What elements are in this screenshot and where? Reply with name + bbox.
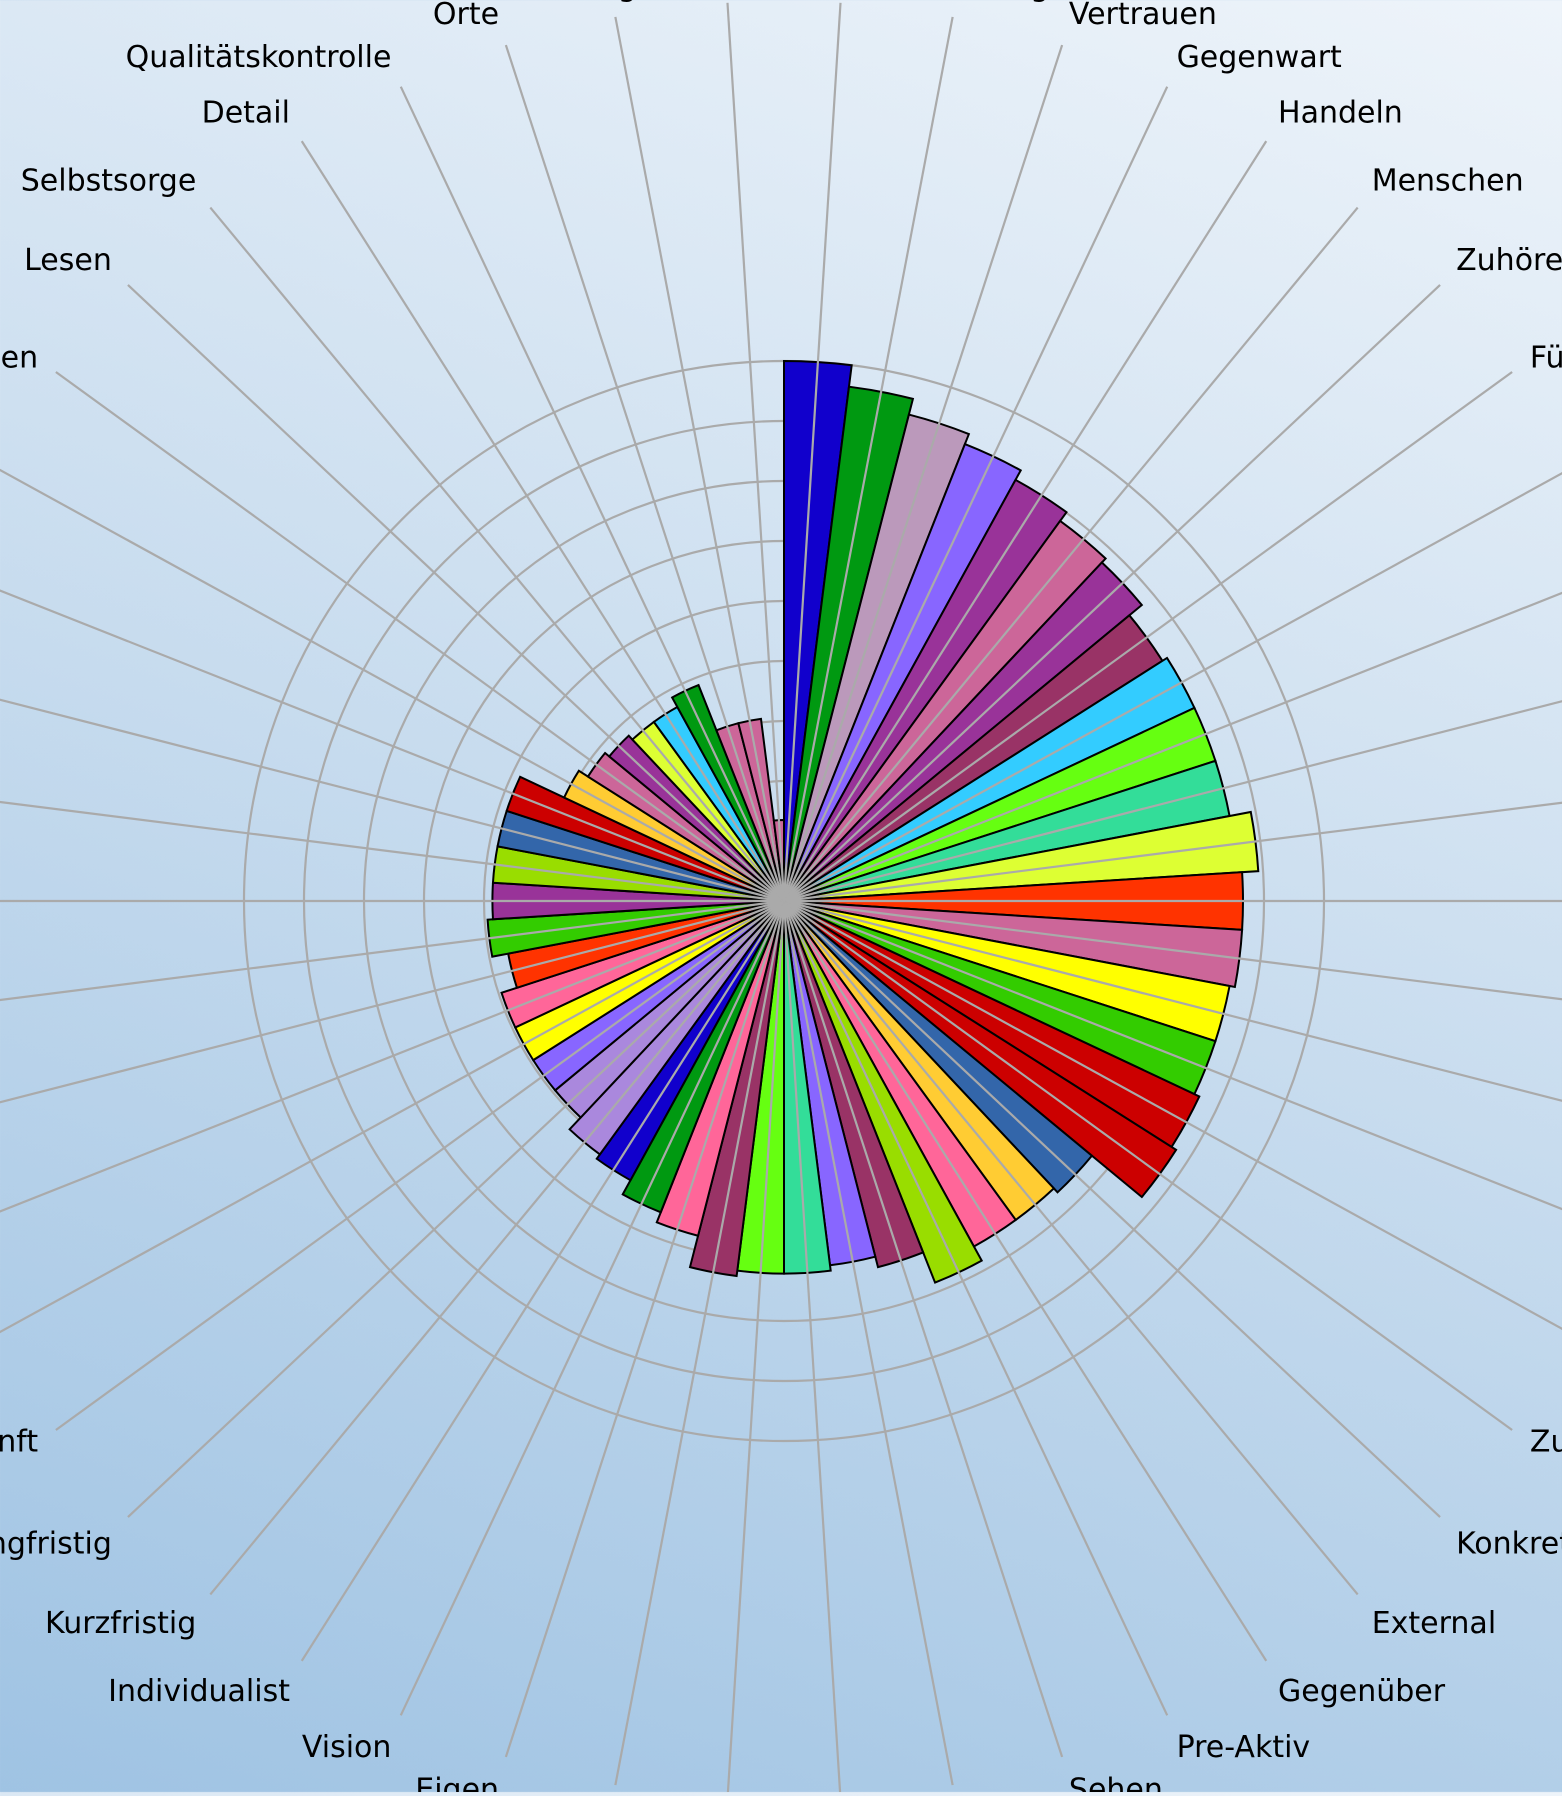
category-label: Sehen <box>1069 1772 1163 1792</box>
category-label: Realisierung <box>864 0 1049 3</box>
category-spoke <box>783 900 1359 1596</box>
category-spoke <box>0 468 785 902</box>
category-spoke <box>55 900 785 1431</box>
category-spoke <box>0 899 785 1104</box>
category-spoke <box>782 16 954 902</box>
category-spoke <box>783 801 1562 903</box>
category-spoke <box>0 800 785 903</box>
category-spoke <box>783 700 1562 903</box>
category-spoke <box>209 900 785 1596</box>
category-label: Handeln <box>1278 96 1403 131</box>
category-spoke <box>783 140 1268 902</box>
category-spoke <box>209 206 785 902</box>
category-label: Fühlen <box>1530 341 1562 376</box>
category-label: Zukunft <box>0 1424 38 1459</box>
category-spoke <box>0 589 785 903</box>
category-spoke <box>399 86 785 902</box>
category-spoke <box>726 900 786 1796</box>
category-label: Gegenüber <box>1278 1674 1446 1709</box>
category-spoke <box>0 899 785 1213</box>
category-spoke <box>782 900 954 1786</box>
bars-layer <box>486 359 1260 1284</box>
category-spoke <box>783 900 1169 1716</box>
category-spoke <box>127 900 785 1518</box>
category-label: Zuneigung <box>1530 1424 1562 1459</box>
category-spoke <box>0 899 785 1002</box>
category-spoke <box>300 140 785 902</box>
category-spoke <box>127 284 785 902</box>
category-label: Vision <box>302 1730 392 1765</box>
category-spoke <box>783 284 1441 902</box>
category-spoke <box>783 206 1359 902</box>
category-spoke <box>614 16 786 902</box>
category-spoke <box>783 472 1562 902</box>
category-spoke <box>55 371 785 902</box>
category-label: Langfristig <box>0 1527 112 1562</box>
category-label: Zuhören <box>1456 243 1562 278</box>
category-spoke <box>783 900 1441 1518</box>
category-spoke <box>782 2 842 902</box>
category-label: Qualitätskontrolle <box>126 40 392 75</box>
category-label: Orte <box>433 0 499 32</box>
category-label: Kurzfristig <box>45 1606 196 1641</box>
category-label: Vertrauen <box>1069 0 1217 32</box>
category-spoke <box>783 86 1169 902</box>
category-spoke <box>783 899 1562 1102</box>
category-spoke <box>504 900 786 1758</box>
category-label: Pre-Aktiv <box>1177 1730 1311 1765</box>
category-spoke <box>783 900 1513 1431</box>
category-spoke <box>783 900 1562 1330</box>
category-label: Menschen <box>1372 164 1524 199</box>
category-spoke <box>783 591 1562 903</box>
category-spoke <box>0 698 785 903</box>
category-spoke <box>783 900 1268 1662</box>
category-spoke <box>783 899 1562 1001</box>
category-label: Individualist <box>108 1674 290 1709</box>
category-label: Dinge <box>567 0 655 3</box>
category-spoke <box>614 900 786 1786</box>
category-spoke <box>300 900 785 1662</box>
category-spoke <box>504 44 786 902</box>
category-label: Konkret <box>1456 1527 1562 1562</box>
category-label: Wissen <box>0 341 38 376</box>
category-label: Detail <box>202 96 290 131</box>
category-label: External <box>1372 1606 1496 1641</box>
category-label: Lesen <box>24 243 112 278</box>
category-label: Eigen <box>415 1772 499 1792</box>
category-spoke <box>399 900 785 1716</box>
category-spoke <box>783 899 1562 1211</box>
category-spoke <box>783 371 1513 902</box>
category-label: Selbstsorge <box>21 164 197 199</box>
category-spoke <box>782 44 1064 902</box>
category-label: Gegenwart <box>1177 40 1342 75</box>
category-spoke <box>782 900 1064 1758</box>
category-spoke <box>726 2 786 902</box>
category-spoke <box>0 900 785 1334</box>
category-spoke <box>782 900 842 1796</box>
